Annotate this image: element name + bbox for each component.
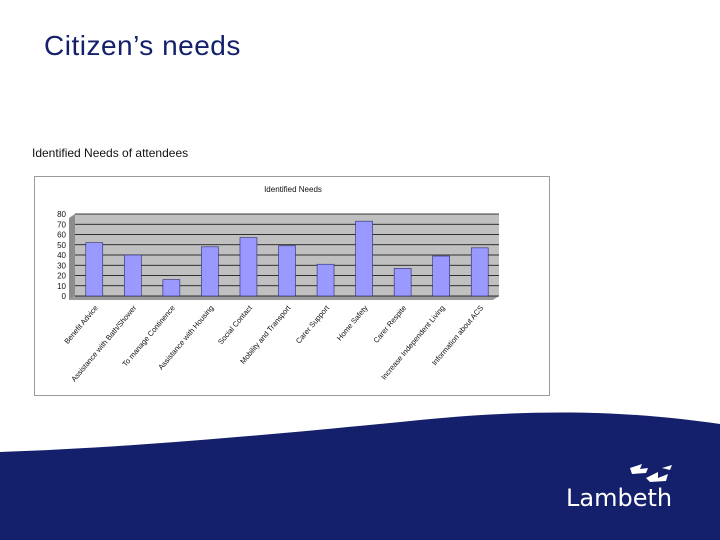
chart-caption: Identified Needs of attendees (32, 146, 189, 160)
y-tick-label: 20 (57, 272, 66, 281)
footer-wave-shape (0, 412, 720, 540)
y-tick-label: 60 (57, 231, 66, 240)
bar (355, 220, 373, 297)
y-tick-label: 30 (57, 261, 66, 270)
bar (432, 255, 450, 297)
y-tick-label: 10 (57, 282, 66, 291)
brand-logo-text: Lambeth (566, 484, 673, 512)
y-tick-label: 40 (57, 251, 66, 260)
bar (162, 279, 181, 297)
bar (316, 263, 335, 297)
plot-left-wall (69, 214, 75, 300)
bar (201, 246, 219, 297)
plot-floor (69, 296, 499, 300)
bar (278, 245, 296, 297)
y-tick-label: 0 (62, 292, 67, 301)
chart-title: Identified Needs (264, 185, 322, 194)
y-tick-label: 80 (57, 210, 66, 219)
slide-title: Citizen’s needs (44, 30, 241, 61)
bar (470, 247, 489, 297)
chart-frame: Identified Needs 0 10 20 30 40 50 60 70 80 Benefi… (34, 176, 550, 396)
bar-chart: Identified Needs 01020304050607080Benefi… (57, 185, 499, 383)
bar (239, 237, 258, 297)
bar (393, 268, 412, 297)
y-tick-label: 50 (57, 241, 66, 250)
bar (85, 242, 104, 297)
bar (124, 254, 142, 297)
y-tick-label: 70 (57, 220, 66, 229)
lambeth-logo-mark-icon (630, 464, 672, 482)
